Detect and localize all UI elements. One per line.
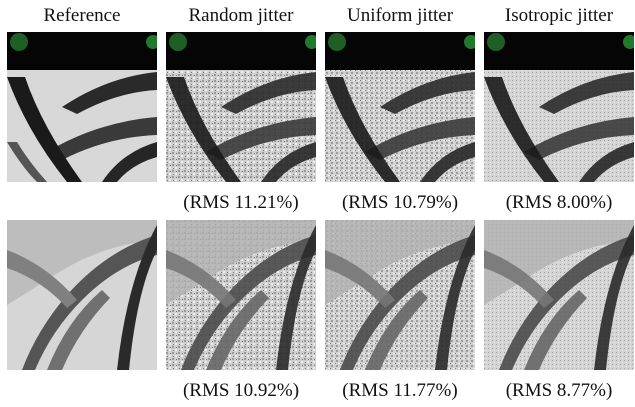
row1-reference-image [7,32,157,182]
palm-fronds-render [166,220,316,370]
row2-reference-image [7,220,157,370]
column-header-reference: Reference [43,5,121,26]
zebra-stripes-render [166,32,316,182]
palm-fronds-render [484,220,634,370]
zebra-stripes-render [325,32,475,182]
row1-uniform-jitter-rms: (RMS 10.79%) [341,192,459,213]
row2-uniform-jitter-image [325,220,475,370]
row1-random-jitter-image [166,32,316,182]
column-header-uniform-jitter: Uniform jitter [346,5,454,26]
palm-fronds-render [325,220,475,370]
row1-isotropic-jitter-image [484,32,634,182]
zebra-stripes-render [7,32,157,182]
row1-random-jitter-rms: (RMS 11.21%) [183,192,299,213]
row2-uniform-jitter-rms: (RMS 11.77%) [342,380,458,401]
row1-isotropic-jitter-rms: (RMS 8.00%) [505,192,613,213]
row2-random-jitter-rms: (RMS 10.92%) [182,380,300,401]
row2-isotropic-jitter-image [484,220,634,370]
column-header-isotropic-jitter: Isotropic jitter [504,5,614,26]
palm-fronds-render [7,220,157,370]
column-header-random-jitter: Random jitter [188,5,294,26]
zebra-stripes-render [484,32,634,182]
row1-uniform-jitter-image [325,32,475,182]
row2-isotropic-jitter-rms: (RMS 8.77%) [505,380,613,401]
row2-random-jitter-image [166,220,316,370]
